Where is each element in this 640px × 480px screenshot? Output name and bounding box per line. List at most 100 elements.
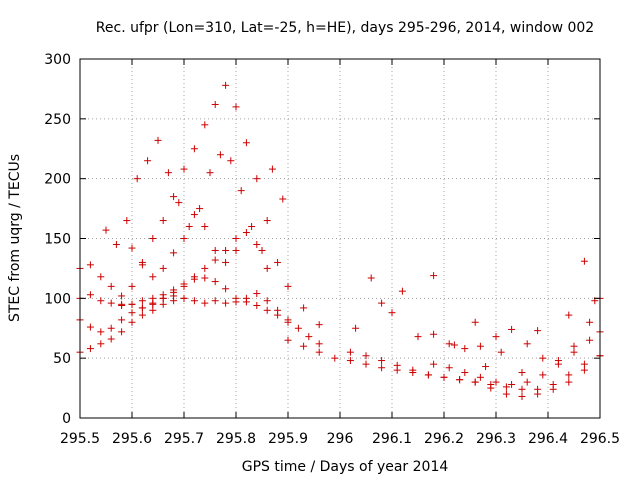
data-point — [107, 299, 115, 307]
data-point — [149, 235, 157, 242]
data-point — [248, 223, 256, 231]
data-point — [86, 323, 94, 331]
data-point — [253, 175, 261, 183]
data-point — [159, 294, 167, 302]
data-point — [222, 285, 230, 293]
data-point — [97, 273, 105, 281]
data-point — [102, 226, 110, 234]
data-point — [518, 385, 526, 393]
data-point — [222, 299, 230, 307]
data-point — [518, 392, 526, 400]
data-point — [580, 257, 588, 265]
data-point — [471, 378, 479, 386]
data-point — [159, 300, 167, 308]
x-tick-labels: 295.5 295.6 295.7 295.8 295.9 296 296.1 296.2 29… — [60, 431, 620, 447]
data-point — [149, 306, 157, 314]
data-point — [445, 364, 453, 372]
data-point — [190, 297, 198, 305]
data-point — [201, 299, 209, 307]
data-point — [539, 371, 547, 379]
data-point — [492, 378, 500, 386]
data-point — [149, 273, 157, 281]
data-point — [508, 325, 516, 333]
data-point — [409, 366, 417, 374]
data-point — [138, 261, 146, 269]
data-point — [242, 229, 250, 237]
y-axis-title: STEC from uqrg / TECUs — [7, 154, 23, 322]
y-tick-label: 100 — [44, 291, 71, 307]
data-point — [97, 328, 105, 336]
data-point — [518, 369, 526, 377]
data-point — [133, 175, 141, 183]
data-point — [523, 340, 531, 348]
data-point — [253, 290, 261, 298]
data-point — [424, 371, 432, 379]
data-point — [107, 335, 115, 343]
data-point — [201, 121, 209, 129]
data-point — [294, 324, 302, 332]
data-point — [565, 311, 573, 319]
data-point — [211, 256, 219, 264]
data-point — [476, 373, 484, 381]
data-point — [284, 316, 292, 324]
data-point — [190, 273, 198, 281]
data-point — [97, 340, 105, 348]
data-point — [128, 309, 136, 317]
data-point — [502, 390, 510, 398]
data-point — [164, 169, 172, 177]
data-point — [534, 327, 542, 335]
data-point — [263, 264, 271, 272]
data-point — [461, 345, 469, 353]
data-point — [97, 297, 105, 305]
data-point — [118, 328, 126, 336]
y-tick-label: 50 — [53, 351, 71, 367]
x-tick-label: 296.3 — [476, 431, 516, 447]
data-point — [586, 318, 594, 326]
data-point — [263, 297, 271, 305]
data-point — [440, 373, 448, 381]
data-point — [118, 292, 126, 300]
y-tick-label: 300 — [44, 52, 71, 68]
data-point — [86, 345, 94, 353]
data-points — [76, 81, 604, 400]
data-point — [190, 145, 198, 153]
data-point — [201, 223, 209, 231]
x-tick-label: 295.5 — [60, 431, 100, 447]
data-point — [461, 369, 469, 377]
data-point — [180, 294, 188, 302]
data-point — [211, 278, 219, 286]
data-point — [393, 361, 401, 369]
data-point — [190, 211, 198, 219]
data-point — [227, 157, 235, 165]
data-point — [456, 376, 464, 384]
data-point — [170, 297, 178, 305]
data-point — [222, 81, 230, 89]
data-point — [539, 354, 547, 362]
data-point — [149, 300, 157, 308]
x-tick-label: 295.7 — [164, 431, 204, 447]
data-point — [284, 336, 292, 344]
x-tick-label: 295.8 — [216, 431, 256, 447]
data-point — [378, 299, 386, 307]
data-point — [253, 240, 261, 248]
data-point — [211, 297, 219, 305]
data-point — [128, 244, 136, 252]
data-point — [476, 342, 484, 350]
data-point — [211, 246, 219, 254]
x-tick-label: 296.5 — [580, 431, 620, 447]
data-point — [128, 300, 136, 308]
data-point — [216, 151, 224, 159]
data-point — [487, 384, 495, 392]
data-point — [580, 366, 588, 374]
data-point — [502, 383, 510, 391]
x-tick-label: 296.1 — [372, 431, 412, 447]
data-point — [263, 217, 271, 225]
data-point — [180, 235, 188, 242]
data-point — [232, 246, 240, 254]
data-point — [159, 217, 167, 225]
data-point — [258, 246, 266, 254]
data-point — [180, 165, 188, 173]
y-tick-label: 200 — [44, 172, 71, 188]
data-point — [492, 333, 500, 341]
data-point — [580, 360, 588, 368]
